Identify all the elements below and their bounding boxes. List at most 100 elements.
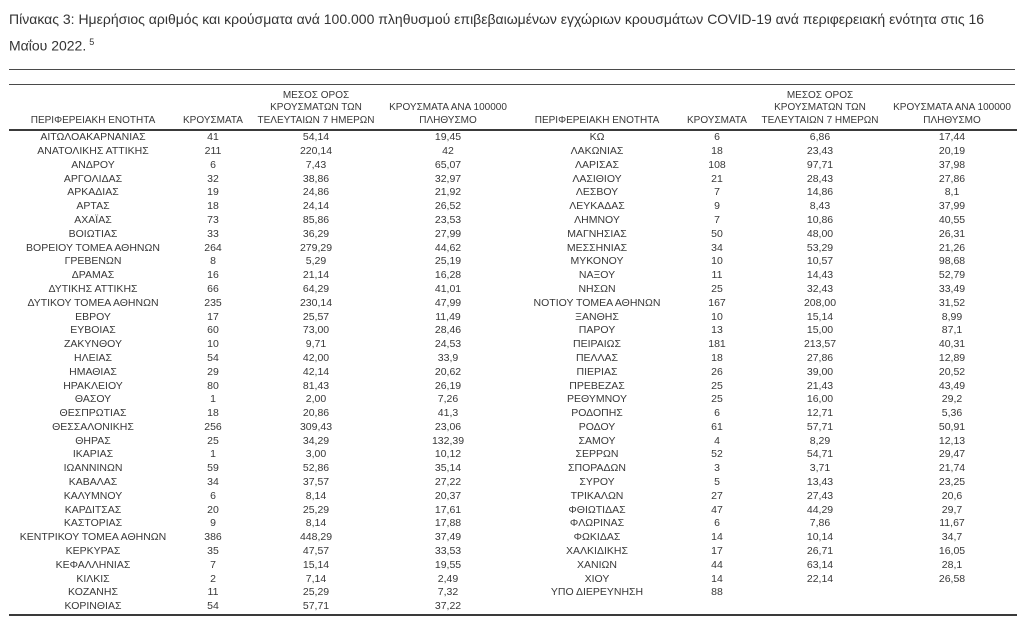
table-row: ΚΑΛΥΜΝΟΥ 6 8,14 20,37 ΤΡΙΚΑΛΩΝ 27 27,43 20,6 bbox=[9, 490, 1017, 504]
table-row: ΚΙΛΚΙΣ 2 7,14 2,49 ΧΙΟΥ 14 22,14 26,58 bbox=[9, 573, 1017, 587]
cases-count-right: 52 bbox=[711, 448, 723, 461]
cases-per-100k-right: 87,1 bbox=[941, 324, 963, 337]
cases-per-100k-right: 31,52 bbox=[938, 296, 966, 309]
avg-7day-cases-left: 42,00 bbox=[302, 351, 330, 364]
avg-7day-cases-right: 54,71 bbox=[806, 448, 834, 461]
avg-7day-cases-right: 10,86 bbox=[806, 213, 834, 226]
avg-7day-cases-right: 7,86 bbox=[809, 517, 831, 530]
region-name-right: ΝΗΣΩΝ bbox=[578, 282, 616, 295]
avg-7day-cases-left: 52,86 bbox=[302, 462, 330, 475]
cases-per-100k-right: 21,74 bbox=[938, 462, 966, 475]
table-row: ΑΝΑΤΟΛΙΚΗΣ ΑΤΤΙΚΗΣ 211 220,14 42 ΛΑΚΩΝΙΑΣ 18 2… bbox=[9, 145, 1017, 159]
region-name-left: ΚΕΝΤΡΙΚΟΥ ΤΟΜΕΑ ΑΘΗΝΩΝ bbox=[19, 531, 167, 544]
table-row: ΑΝΔΡΟΥ 6 7,43 65,07 ΛΑΡΙΣΑΣ 108 97,71 37,98 bbox=[9, 159, 1017, 173]
cases-per-100k-right: 20,52 bbox=[938, 365, 966, 378]
region-name-right: ΧΑΛΚΙΔΙΚΗΣ bbox=[566, 545, 628, 558]
cases-count-left: 7 bbox=[210, 558, 216, 571]
avg-7day-cases-right: 21,43 bbox=[806, 379, 834, 392]
table-row: ΚΟΡΙΝΘΙΑΣ 54 57,71 37,22 bbox=[9, 600, 1017, 615]
cases-per-100k-left: 21,92 bbox=[434, 186, 462, 199]
cases-per-100k-left: 33,9 bbox=[437, 351, 459, 364]
table-row: ΚΕΦΑΛΛΗΝΙΑΣ 7 15,14 19,55 ΧΑΝΙΩΝ 44 63,14 28,1 bbox=[9, 559, 1017, 573]
region-name-left: ΔΥΤΙΚΟΥ ΤΟΜΕΑ ΑΘΗΝΩΝ bbox=[27, 296, 159, 309]
avg-7day-cases-right: 22,14 bbox=[806, 572, 834, 585]
avg-7day-cases-left: 47,57 bbox=[302, 545, 330, 558]
region-name-right: ΤΡΙΚΑΛΩΝ bbox=[570, 489, 624, 502]
avg-7day-cases-right: 14,43 bbox=[806, 269, 834, 282]
avg-7day-cases-left: 25,29 bbox=[302, 586, 330, 599]
covid-cases-table: ΠΕΡΙΦΕΡΕΙΑΚΗ ΕΝΟΤΗΤΑ ΚΡΟΥΣΜΑΤΑ ΜΕΣΟΣ ΟΡΟ… bbox=[9, 84, 1017, 617]
avg-7day-cases-left: 64,29 bbox=[302, 282, 330, 295]
cases-count-right: 11 bbox=[711, 269, 723, 282]
cases-per-100k-right: 20,19 bbox=[938, 144, 966, 157]
cases-per-100k-left: 10,12 bbox=[434, 448, 462, 461]
region-name-right: ΡΟΔΟΠΗΣ bbox=[571, 407, 623, 420]
table-row: ΚΕΡΚΥΡΑΣ 35 47,57 33,53 ΧΑΛΚΙΔΙΚΗΣ 17 26,71 16,… bbox=[9, 545, 1017, 559]
avg-7day-cases-left: 448,29 bbox=[299, 531, 333, 544]
cases-per-100k-right: 40,31 bbox=[938, 338, 966, 351]
cases-count-left: 60 bbox=[207, 324, 219, 337]
table-row: ΙΩΑΝΝΙΝΩΝ 59 52,86 35,14 ΣΠΟΡΑΔΩΝ 3 3,71 21,74 bbox=[9, 462, 1017, 476]
cases-count-left: 33 bbox=[207, 227, 219, 240]
cases-per-100k-left: 33,53 bbox=[434, 545, 462, 558]
avg-7day-cases-right: 208,00 bbox=[803, 296, 837, 309]
avg-7day-cases-right: 27,43 bbox=[806, 489, 834, 502]
avg-7day-cases-right: 15,14 bbox=[806, 310, 834, 323]
cases-per-100k-left: 20,62 bbox=[434, 365, 462, 378]
cases-per-100k-right: 29,2 bbox=[941, 393, 963, 406]
cases-count-left: 29 bbox=[207, 365, 219, 378]
cases-count-left: 211 bbox=[204, 144, 222, 157]
cases-per-100k-left: 132,39 bbox=[431, 434, 465, 447]
region-name-right: ΝΑΞΟΥ bbox=[578, 269, 616, 282]
cases-per-100k-right: 12,13 bbox=[938, 434, 966, 447]
cases-per-100k-right: 37,98 bbox=[938, 158, 966, 171]
cases-count-left: 9 bbox=[210, 517, 216, 530]
cases-count-right: 26 bbox=[711, 365, 723, 378]
cases-count-right: 18 bbox=[711, 144, 723, 157]
region-name-left: ΕΥΒΟΙΑΣ bbox=[70, 324, 116, 337]
table-row: ΗΡΑΚΛΕΙΟΥ 80 81,43 26,19 ΠΡΕΒΕΖΑΣ 25 21,43 43,4… bbox=[9, 380, 1017, 394]
cases-count-right: 7 bbox=[714, 213, 720, 226]
table-row: ΘΕΣΣΑΛΟΝΙΚΗΣ 256 309,43 23,06 ΡΟΔΟΥ 61 57,71 50… bbox=[9, 421, 1017, 435]
cases-count-right: 44 bbox=[711, 558, 723, 571]
avg-7day-cases-left: 37,57 bbox=[302, 476, 330, 489]
header-per100k-left: ΚΡΟΥΣΜΑΤΑ ΑΝΑ 100000 ΠΛΗΘΥΣΜΟ bbox=[383, 84, 513, 132]
cases-count-left: 8 bbox=[210, 255, 216, 268]
table-row: ΒΟΙΩΤΙΑΣ 33 36,29 27,99 ΜΑΓΝΗΣΙΑΣ 50 48,00 26,3… bbox=[9, 228, 1017, 242]
region-name-left: ΑΡΓΟΛΙΔΑΣ bbox=[63, 172, 123, 185]
cases-count-left: 73 bbox=[207, 213, 219, 226]
region-name-left: ΔΡΑΜΑΣ bbox=[71, 269, 115, 282]
avg-7day-cases-right: 213,57 bbox=[803, 338, 837, 351]
table-row: ΕΒΡΟΥ 17 25,57 11,49 ΞΑΝΘΗΣ 10 15,14 8,99 bbox=[9, 311, 1017, 325]
table-row: ΑΙΤΩΛΟΑΚΑΡΝΑΝΙΑΣ 41 54,14 19,45 ΚΩ 6 6,86 17,44 bbox=[9, 130, 1017, 145]
region-name-right: ΛΑΡΙΣΑΣ bbox=[575, 158, 619, 171]
region-name-right: ΜΕΣΣΗΝΙΑΣ bbox=[566, 241, 628, 254]
avg-7day-cases-left: 7,14 bbox=[305, 572, 327, 585]
avg-7day-cases-left: 7,43 bbox=[305, 158, 327, 171]
region-name-right: ΝΟΤΙΟΥ ΤΟΜΕΑ ΑΘΗΝΩΝ bbox=[533, 296, 661, 309]
cases-per-100k-left: 19,45 bbox=[434, 131, 462, 144]
table-row: ΘΑΣΟΥ 1 2,00 7,26 ΡΕΘΥΜΝΟΥ 25 16,00 29,2 bbox=[9, 393, 1017, 407]
avg-7day-cases-left: 36,29 bbox=[302, 227, 330, 240]
cases-per-100k-right: 40,55 bbox=[938, 213, 966, 226]
table-row: ΚΟΖΑΝΗΣ 11 25,29 7,32 ΥΠΟ ΔΙΕΡΕΥΝΗΣΗ 88 bbox=[9, 586, 1017, 600]
cases-per-100k-right: 16,05 bbox=[938, 545, 966, 558]
cases-count-left: 41 bbox=[207, 131, 219, 144]
region-name-right: ΦΛΩΡΙΝΑΣ bbox=[569, 517, 625, 530]
avg-7day-cases-left: 279,29 bbox=[299, 241, 333, 254]
cases-count-right: 9 bbox=[714, 200, 720, 213]
cases-count-right: 10 bbox=[711, 310, 723, 323]
avg-7day-cases-left: 15,14 bbox=[302, 558, 330, 571]
cases-per-100k-right: 29,47 bbox=[938, 448, 966, 461]
region-name-left: ΚΑΡΔΙΤΣΑΣ bbox=[64, 503, 122, 516]
cases-per-100k-left: 37,22 bbox=[434, 600, 462, 613]
avg-7day-cases-left: 57,71 bbox=[302, 600, 330, 613]
cases-per-100k-right: 26,58 bbox=[938, 572, 966, 585]
region-name-right: ΥΠΟ ΔΙΕΡΕΥΝΗΣΗ bbox=[550, 586, 644, 599]
cases-count-right: 47 bbox=[711, 503, 723, 516]
avg-7day-cases-right: 13,43 bbox=[806, 476, 834, 489]
avg-7day-cases-right: 26,71 bbox=[806, 545, 834, 558]
cases-count-right: 18 bbox=[711, 351, 723, 364]
avg-7day-cases-left: 9,71 bbox=[305, 338, 327, 351]
avg-7day-cases-right: 44,29 bbox=[806, 503, 834, 516]
